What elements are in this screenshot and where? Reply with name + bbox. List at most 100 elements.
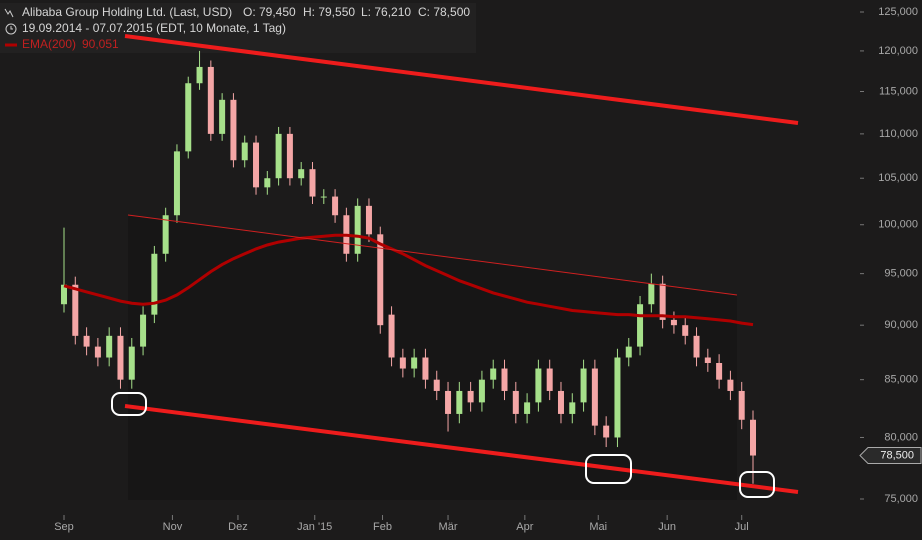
ohlc-high: H: 79,550 [303, 5, 355, 19]
candle-body [535, 368, 542, 403]
candle-body [72, 284, 79, 336]
candle-body [117, 335, 124, 380]
x-tick-label: Feb [373, 521, 392, 533]
candle-body [241, 142, 248, 161]
highlight-circle [739, 471, 775, 498]
y-tick-label: 85,000 [884, 374, 918, 386]
candle-body [727, 379, 734, 391]
candle-body [399, 357, 406, 369]
highlight-circle [585, 454, 632, 484]
y-tick-label: 75,000 [884, 493, 918, 505]
highlight-circle [111, 392, 147, 416]
ohlc-open: O: 79,450 [243, 5, 296, 19]
candle-body [704, 357, 711, 363]
candle-body [354, 205, 361, 254]
candle-body [738, 390, 745, 420]
subtitle: 19.09.2014 - 07.07.2015 (EDT, 10 Monate,… [22, 21, 286, 35]
shaded-region [128, 215, 737, 500]
clock-icon [5, 23, 17, 35]
y-tick-label: 90,000 [884, 319, 918, 331]
y-tick-label: 125,000 [878, 6, 918, 18]
candle-body [275, 133, 282, 179]
x-tick-label: Dez [228, 521, 248, 533]
chart-icon [4, 8, 14, 18]
candle-body [637, 304, 644, 347]
y-tick-label: 115,000 [879, 85, 918, 97]
candle-body [94, 346, 101, 358]
candle-body [173, 151, 180, 216]
candle-body [478, 379, 485, 403]
x-tick-label: Apr [516, 521, 533, 533]
candle-body [557, 390, 564, 414]
candle-body [61, 284, 67, 305]
candle-body [467, 390, 474, 403]
y-tick-label: 100,000 [878, 219, 918, 231]
candle-body [388, 314, 395, 358]
lower-trendline [124, 404, 799, 494]
y-tick-label: 120,000 [878, 45, 918, 57]
candle-body [750, 419, 756, 456]
candle-body [569, 402, 576, 414]
candle-body [591, 368, 598, 426]
y-tick-label: 95,000 [884, 268, 918, 280]
candle-body [377, 234, 384, 326]
candle-body [230, 99, 237, 161]
y-tick-label: 110,000 [879, 128, 918, 140]
legend-value: 90,051 [82, 37, 119, 51]
candle-body [524, 402, 531, 414]
candle-body [151, 253, 158, 315]
candle-body [207, 66, 214, 134]
candle-body [332, 196, 339, 216]
clock-hands [10, 26, 13, 30]
candle-body [83, 335, 90, 347]
last-price-label: 78,500 [880, 449, 914, 461]
candle-body [512, 390, 519, 414]
header-bg [0, 3, 476, 53]
candle-body [625, 346, 632, 358]
candle-body [682, 325, 689, 336]
candle-body [659, 283, 666, 320]
candle-body [411, 357, 418, 369]
candle-body [320, 196, 327, 198]
x-tick-label: Jun [658, 521, 676, 533]
candle-body [140, 314, 147, 347]
x-tick-label: Nov [163, 521, 183, 533]
x-tick-label: Jul [735, 521, 749, 533]
candle-body [490, 368, 497, 380]
candle-body [716, 362, 723, 380]
candle-body [264, 178, 271, 188]
last-price-tag [859, 447, 922, 465]
candle-body [106, 335, 113, 358]
candle-body [196, 66, 203, 84]
ema-line [63, 233, 754, 327]
x-tick-label: Jan '15 [297, 521, 332, 533]
candle-body [670, 319, 677, 326]
candle-body [603, 425, 610, 438]
chart-title: Alibaba Group Holding Ltd. (Last, USD) [22, 5, 232, 19]
ohlc-low: L: 76,210 [361, 5, 411, 19]
x-tick-label: Mai [589, 521, 607, 533]
mid-trendline [127, 214, 738, 296]
legend-label: EMA(200) [22, 37, 76, 51]
candle-body [298, 169, 305, 179]
candle-body [309, 169, 316, 197]
candle-body [422, 357, 429, 380]
candle-body [162, 215, 169, 254]
y-tick-label: 80,000 [884, 431, 918, 443]
candle-body [219, 99, 226, 134]
candle-body [433, 379, 440, 391]
candle-body [128, 346, 135, 380]
plot [61, 50, 756, 484]
candle-body [445, 390, 452, 414]
candle-body [501, 368, 508, 391]
candle-body [253, 142, 260, 188]
ohlc-close: C: 78,500 [418, 5, 470, 19]
candle-body [693, 335, 700, 358]
x-tick-label: Mär [439, 521, 458, 533]
y-tick-label: 105,000 [878, 172, 918, 184]
candle-body [580, 368, 587, 403]
candle-body [648, 283, 655, 305]
upper-trendline [124, 34, 799, 125]
x-tick-label: Sep [54, 521, 74, 533]
